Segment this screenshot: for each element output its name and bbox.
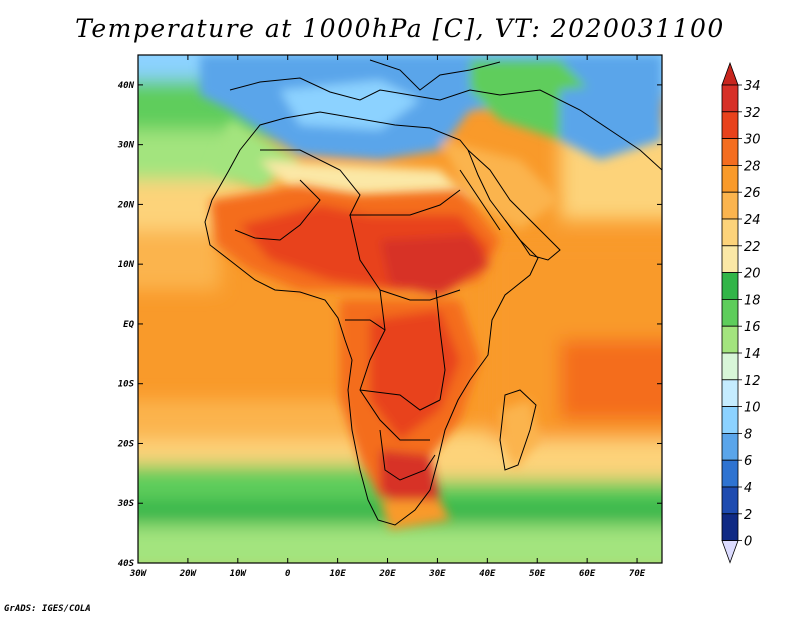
x-tick-label: 70E (629, 569, 646, 579)
y-tick-label: 10S (118, 380, 135, 390)
colorbar-label: 0 (744, 535, 752, 550)
colorbar-bin (721, 325, 739, 354)
colorbar-label: 26 (744, 186, 761, 201)
y-tick-label: 20S (117, 439, 135, 449)
colorbar-under-arrow (721, 540, 739, 564)
x-tick-label: 0 (285, 569, 291, 579)
colorbar-bin (721, 245, 739, 274)
colorbar-label: 22 (744, 240, 761, 255)
colorbar-bin (721, 164, 739, 193)
y-tick-label: 40S (118, 559, 135, 569)
colorbar-label: 20 (744, 267, 761, 282)
colorbar-label: 14 (744, 347, 761, 362)
colorbar-label: 8 (744, 427, 752, 442)
colorbar-bin (721, 406, 739, 434)
map-frame (137, 54, 663, 564)
colorbar-bin (721, 379, 739, 407)
colorbar-label: 16 (744, 320, 761, 335)
x-tick-label: 10E (329, 569, 346, 579)
y-tick-label: 30S (117, 499, 135, 509)
y-axis: 40N 30N 20N 10N EQ 10S 20S 30S 40S (117, 81, 662, 569)
colorbar-bin (721, 432, 739, 461)
x-tick-label: 30E (428, 569, 446, 579)
coastlines (204, 59, 662, 526)
x-tick-label: 10W (230, 569, 248, 579)
temperature-field (138, 55, 662, 563)
colorbar-bin (721, 111, 739, 140)
x-tick-label: 50E (529, 569, 546, 579)
colorbar-bin (721, 459, 739, 488)
colorbar-over-arrow (721, 61, 739, 86)
x-tick-label: 60E (579, 569, 596, 579)
colorbar-label: 2 (744, 508, 752, 523)
y-tick-label: 10N (118, 260, 135, 270)
y-tick-label: 40N (118, 81, 135, 91)
x-tick-label: 30W (129, 569, 148, 579)
colorbar-label: 30 (744, 133, 761, 148)
colorbar-bin (721, 298, 739, 327)
y-tick-label: 20N (117, 200, 135, 210)
colorbar-bin (721, 84, 739, 113)
colorbar-bin (721, 272, 739, 300)
colorbar-label: 10 (744, 401, 761, 416)
colorbar-bin (721, 191, 739, 220)
x-tick-label: 20E (378, 569, 396, 579)
colorbar-label: 6 (744, 454, 752, 469)
colorbar-label: 24 (744, 213, 761, 228)
colorbar-label: 28 (744, 159, 761, 174)
colorbar-label: 12 (744, 374, 761, 389)
colorbar-bin (721, 513, 739, 541)
colorbar-label: 34 (744, 79, 761, 94)
grads-credit: GrADS: IGES/COLA (4, 604, 91, 614)
map-title: Temperature at 1000hPa [C], VT: 20200311… (75, 14, 725, 43)
colorbar-bin (721, 486, 739, 515)
colorbar-bin (721, 218, 739, 247)
x-tick-label: 40E (479, 569, 496, 579)
colorbar-bin (721, 352, 739, 381)
y-tick-label: EQ (123, 320, 134, 330)
colorbar-label: 32 (744, 106, 761, 121)
x-axis: 30W 20W 10W 0 10E 20E 30E 40E 50E 60E 70E (129, 55, 646, 579)
colorbar-label: 4 (744, 481, 752, 496)
y-tick-label: 30N (117, 141, 135, 151)
x-tick-label: 20W (179, 569, 198, 579)
colorbar-label: 18 (744, 293, 761, 308)
colorbar-bin (721, 138, 739, 166)
